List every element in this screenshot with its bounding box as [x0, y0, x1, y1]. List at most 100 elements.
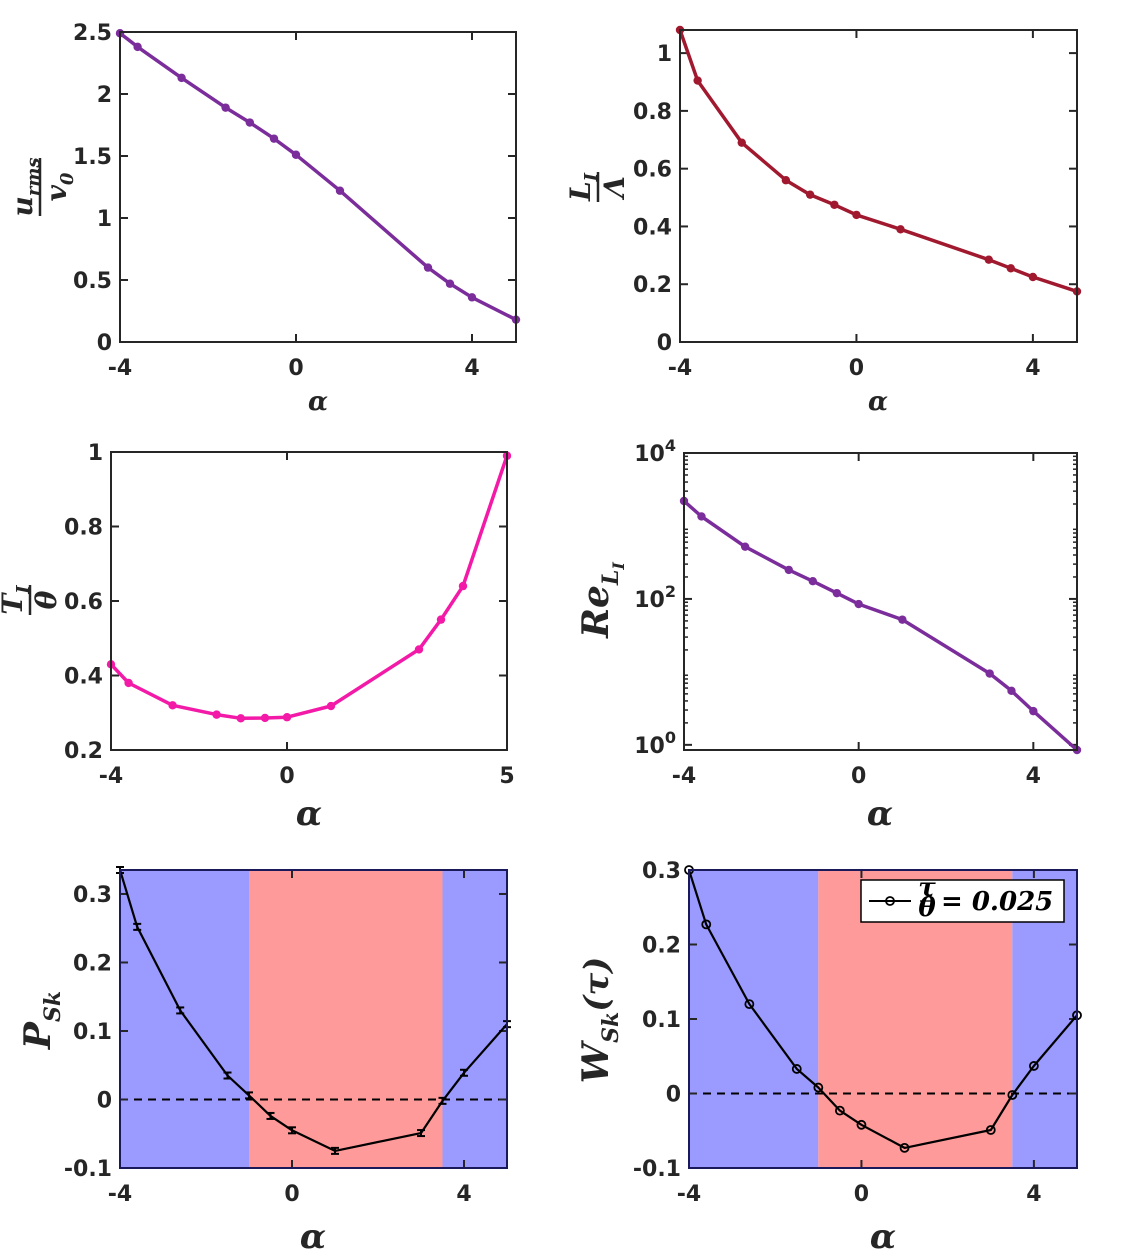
y-tick-label-exponent: 2 [665, 582, 676, 601]
axes-frame [688, 869, 1078, 1169]
x-tick-label: 0 [288, 356, 303, 381]
y-label-numerator-main: L [564, 181, 597, 202]
y-label-denominator: v0 [40, 172, 78, 201]
series-line [118, 869, 508, 1153]
x-tick-label: -4 [108, 1182, 132, 1207]
x-tick-label: 0 [279, 764, 294, 789]
y-tick-label: 0.2 [642, 934, 681, 959]
y-tick-label: 0.1 [642, 1008, 681, 1033]
x-tick-label: -4 [108, 356, 132, 381]
data-point [1028, 272, 1038, 282]
y-tick-label-exponent: 4 [665, 436, 676, 455]
data-point [266, 1111, 275, 1120]
y-axis-label: TIθ [0, 585, 63, 615]
data-point [898, 615, 907, 624]
data-point [813, 1082, 824, 1093]
data-point [445, 279, 455, 288]
legend-marker [885, 896, 895, 906]
data-point [458, 581, 468, 591]
region-band-0 [120, 870, 249, 1168]
y-tick-label: 0.3 [642, 859, 681, 884]
y-axis-label: ReLI [575, 562, 628, 639]
data-point [784, 565, 793, 575]
data-point [177, 73, 186, 83]
x-axis-label: α [870, 1217, 896, 1257]
x-axis-label: α [867, 794, 893, 834]
x-tick-label: -4 [677, 1182, 701, 1207]
data-point [269, 134, 279, 143]
data-point [1007, 686, 1016, 696]
y-tick-label: 0.6 [64, 590, 103, 615]
y-tick-label: 1 [657, 42, 672, 67]
data-point [133, 922, 142, 931]
data-point [1028, 1061, 1039, 1071]
data-point [856, 1119, 867, 1130]
y-label-text: WSk(τ) [575, 957, 624, 1084]
axes-frame [119, 869, 508, 1169]
data-point [236, 714, 245, 723]
y-tick-label: 0.2 [73, 951, 112, 976]
y-label-text: PSk [17, 991, 66, 1050]
data-point [984, 255, 993, 264]
axes-frame [110, 451, 508, 751]
x-axis-label: α [296, 794, 322, 834]
data-point [221, 103, 230, 112]
x-tick-label: -4 [99, 764, 123, 789]
y-tick-label: 1 [97, 207, 112, 232]
data-point [896, 225, 905, 234]
y-label-denominator-main: v [40, 184, 73, 201]
region-band-2 [442, 870, 507, 1168]
data-point [414, 645, 424, 654]
data-point [830, 200, 839, 209]
legend: τθ = 0.025 [860, 873, 1065, 923]
data-point [288, 1126, 296, 1135]
y-label-denominator: θ [30, 590, 63, 609]
y-label-denominator-subscript: 0 [57, 172, 78, 185]
data-point [854, 599, 863, 609]
y-tick-label-base: 10 [634, 734, 665, 759]
y-tick-label: 0.6 [633, 158, 672, 183]
y-label-argument: (τ) [577, 957, 617, 1012]
data-point [124, 678, 133, 688]
series-line [109, 455, 509, 721]
legend-label: = 0.025 [941, 887, 1053, 917]
y-label-denominator: Λ [598, 176, 631, 201]
data-point [781, 176, 791, 185]
region-band-0 [689, 870, 819, 1168]
y-axis-label: LIΛ [564, 172, 631, 202]
y-label-denominator-main: Λ [598, 176, 631, 201]
panel-c: -4 0 5 0.2 0.4 0.6 0.8 1 α TIθ [0, 441, 515, 834]
y-tick-label: 0 [97, 331, 112, 356]
y-label-numerator-subscript: I [581, 172, 602, 182]
x-tick-label: 0 [851, 764, 866, 789]
data-point [467, 293, 477, 302]
data-point [985, 669, 994, 678]
data-point [832, 588, 842, 598]
x-tick-label: 0 [284, 1182, 299, 1207]
data-point [168, 701, 177, 710]
data-point [423, 263, 433, 272]
data-point [834, 1105, 845, 1116]
data-point [1029, 706, 1038, 716]
y-tick-label-exponent: 0 [665, 728, 676, 747]
y-tick-label: 0.8 [633, 100, 672, 125]
x-axis-label: α [308, 387, 328, 417]
x-tick-label: 4 [1025, 356, 1040, 381]
y-tick-label: 2 [97, 83, 112, 108]
y-tick-label: 0.1 [73, 1020, 112, 1045]
y-label-numerator-main: u [6, 196, 39, 216]
y-tick-label: 104 [634, 436, 676, 467]
series-line [682, 499, 1079, 752]
data-point [417, 1129, 425, 1138]
data-point [438, 1096, 447, 1105]
series-line [118, 31, 517, 322]
y-tick-label: 0 [97, 1088, 112, 1113]
data-point [245, 118, 254, 127]
data-point [697, 512, 706, 521]
data-point [245, 1091, 253, 1100]
y-tick-label: 0.2 [633, 273, 672, 298]
panel-e: -4 0 4 -0.1 0 0.1 0.2 0.3 α PSk [17, 866, 511, 1257]
data-point [791, 1064, 802, 1074]
y-label-numerator-subscript: I [13, 585, 34, 595]
